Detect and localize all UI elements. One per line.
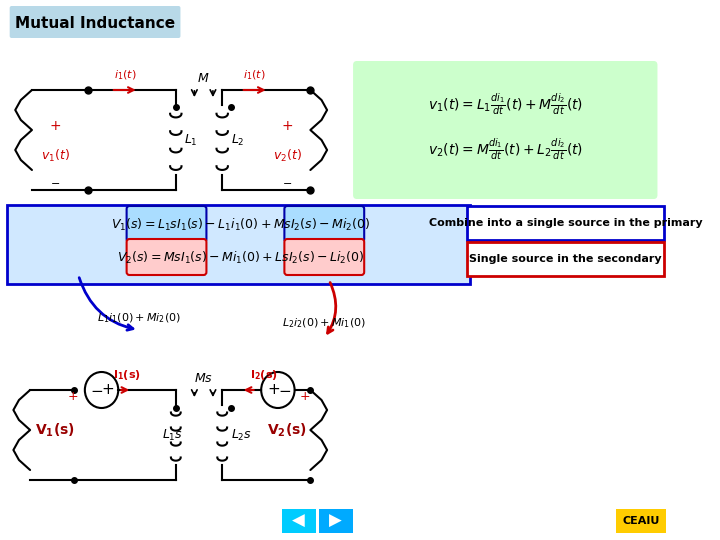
FancyBboxPatch shape	[9, 6, 181, 38]
Text: Combine into a single source in the primary: Combine into a single source in the prim…	[429, 218, 703, 228]
Text: $V_2(s) = MsI_1(s) - Mi_1(0) + LsI_2(s) - Li_2(0)$: $V_2(s) = MsI_1(s) - Mi_1(0) + LsI_2(s) …	[117, 250, 364, 266]
Text: $+$: $+$	[67, 390, 78, 403]
Text: $Ms$: $Ms$	[194, 372, 213, 385]
Text: ◀: ◀	[292, 512, 305, 530]
Text: $-$: $-$	[50, 177, 60, 187]
Text: $i_1(t)$: $i_1(t)$	[114, 69, 136, 82]
FancyBboxPatch shape	[467, 242, 664, 276]
Text: $\mathbf{V_2(s)}$: $\mathbf{V_2(s)}$	[267, 422, 307, 440]
Text: $+$: $+$	[281, 119, 293, 133]
Text: $+$: $+$	[49, 119, 61, 133]
FancyBboxPatch shape	[127, 239, 207, 275]
Text: $\mathbf{I_2(s)}$: $\mathbf{I_2(s)}$	[250, 368, 278, 382]
FancyBboxPatch shape	[353, 61, 657, 199]
FancyBboxPatch shape	[284, 239, 364, 275]
FancyBboxPatch shape	[467, 206, 664, 240]
FancyBboxPatch shape	[127, 206, 207, 242]
Text: $+$: $+$	[102, 382, 114, 397]
Text: $\bar{}$: $\bar{}$	[71, 474, 76, 484]
FancyBboxPatch shape	[7, 205, 470, 284]
Text: $+$: $+$	[266, 382, 280, 397]
Text: $L_1s$: $L_1s$	[162, 428, 183, 443]
Text: $\bar{}$: $\bar{}$	[307, 474, 313, 484]
Text: $L_2s$: $L_2s$	[230, 428, 252, 443]
Text: $M$: $M$	[197, 72, 210, 85]
Text: $V_1(s) = L_1sI_1(s) - L_1i_1(0) + MsI_2(s) - Mi_2(0)$: $V_1(s) = L_1sI_1(s) - L_1i_1(0) + MsI_2…	[111, 217, 370, 233]
Text: $i_1(t)$: $i_1(t)$	[243, 69, 266, 82]
Text: Single source in the secondary: Single source in the secondary	[469, 254, 662, 264]
Circle shape	[261, 372, 294, 408]
Text: $+$: $+$	[300, 390, 310, 403]
FancyBboxPatch shape	[616, 509, 666, 533]
Text: $L_1$: $L_1$	[184, 132, 198, 147]
Text: $L_2$: $L_2$	[230, 132, 244, 147]
Text: $\mathbf{V_1(s)}$: $\mathbf{V_1(s)}$	[35, 422, 75, 440]
Text: $v_2(t) = M\frac{di_1}{dt}(t) + L_2\frac{di_2}{dt}(t)$: $v_2(t) = M\frac{di_1}{dt}(t) + L_2\frac…	[428, 137, 582, 163]
Text: $-$: $-$	[278, 382, 291, 397]
Text: $v_2(t)$: $v_2(t)$	[273, 148, 302, 164]
Text: $v_1(t) = L_1\frac{di_1}{dt}(t) + M\frac{di_2}{dt}(t)$: $v_1(t) = L_1\frac{di_1}{dt}(t) + M\frac…	[428, 92, 582, 118]
FancyBboxPatch shape	[284, 206, 364, 242]
Text: $L_1i_1(0)+Mi_2(0)$: $L_1i_1(0)+Mi_2(0)$	[96, 312, 181, 325]
Text: ▶: ▶	[329, 512, 342, 530]
FancyBboxPatch shape	[319, 509, 353, 533]
FancyBboxPatch shape	[282, 509, 316, 533]
Text: $v_1(t)$: $v_1(t)$	[41, 148, 70, 164]
Circle shape	[85, 372, 118, 408]
Text: $\mathbf{I_1(s)}$: $\mathbf{I_1(s)}$	[113, 368, 140, 382]
Text: Mutual Inductance: Mutual Inductance	[15, 17, 175, 31]
Text: $-$: $-$	[90, 382, 104, 397]
Text: CEAIU: CEAIU	[622, 516, 660, 526]
Text: $L_2i_2(0)+Mi_1(0)$: $L_2i_2(0)+Mi_1(0)$	[282, 316, 366, 330]
Text: $-$: $-$	[282, 177, 292, 187]
